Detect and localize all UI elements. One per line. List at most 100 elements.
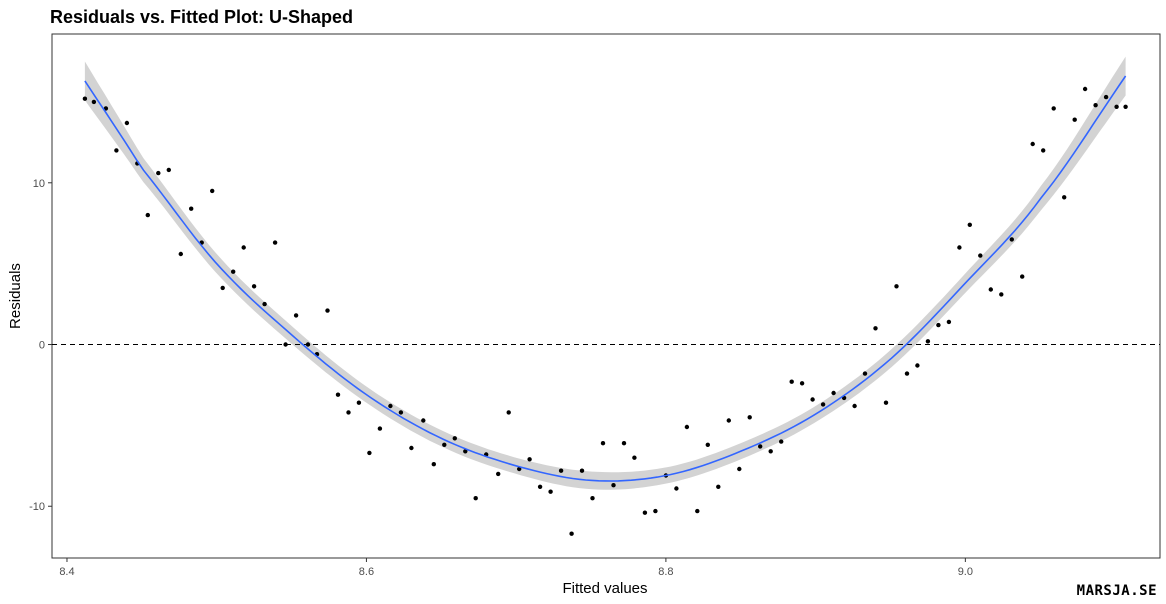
data-point (377, 426, 383, 431)
x-tick-label: 8.6 (359, 566, 374, 578)
data-point (262, 301, 267, 307)
data-point (988, 287, 993, 292)
data-point (178, 251, 183, 257)
data-point (506, 410, 511, 415)
data-point (114, 148, 119, 153)
watermark-text: MARSJA.SE (1077, 583, 1157, 599)
data-point (166, 167, 171, 173)
data-point (1009, 237, 1014, 242)
data-point (124, 120, 130, 126)
data-point (1114, 104, 1119, 110)
data-point (1082, 86, 1088, 92)
data-point (91, 99, 97, 105)
data-point (978, 253, 983, 258)
data-point (356, 400, 362, 405)
data-point (283, 342, 288, 347)
data-point (82, 96, 88, 101)
y-axis-title: Residuals (7, 263, 24, 329)
data-point (452, 436, 457, 441)
data-point (705, 442, 710, 447)
x-tick-label: 8.4 (59, 566, 74, 578)
data-point (768, 449, 773, 454)
data-point (251, 284, 257, 289)
data-point (579, 468, 585, 473)
data-point (862, 371, 868, 376)
data-point (726, 418, 731, 423)
data-point (156, 170, 161, 176)
data-point (621, 441, 627, 446)
confidence-band (84, 56, 1126, 490)
data-point (1051, 106, 1056, 111)
data-point (231, 269, 236, 274)
data-point (421, 418, 426, 423)
data-point (810, 397, 815, 402)
data-point (1030, 141, 1035, 147)
data-point (189, 206, 194, 211)
data-point (632, 455, 637, 460)
y-tick-label: 10 (33, 178, 45, 190)
data-point (517, 466, 522, 472)
data-point (946, 319, 952, 325)
data-point (883, 400, 889, 405)
data-point (398, 410, 404, 415)
plot-panel-border (51, 33, 1161, 559)
data-point (999, 292, 1004, 297)
data-point (758, 444, 763, 449)
data-point (388, 403, 393, 409)
data-point (496, 471, 501, 477)
data-point (367, 450, 372, 456)
data-point (852, 403, 857, 409)
data-point (473, 496, 478, 501)
data-point (558, 468, 564, 473)
data-point (463, 449, 468, 454)
data-point (537, 484, 543, 489)
data-point (103, 106, 109, 111)
data-point (527, 457, 532, 462)
data-point (915, 363, 920, 368)
data-point (145, 212, 150, 218)
x-tick-label: 8.8 (658, 566, 673, 578)
data-point (820, 402, 826, 407)
x-tick-label: 9.0 (958, 566, 973, 578)
smooth-curve (84, 75, 1127, 482)
data-point (653, 508, 658, 514)
data-point (789, 379, 794, 384)
y-tick-label: 0 (39, 340, 45, 352)
data-point (1020, 274, 1025, 279)
data-point (967, 222, 972, 227)
data-point (335, 392, 341, 397)
chart-title: Residuals vs. Fitted Plot: U-Shaped (50, 7, 353, 27)
data-point (442, 442, 447, 447)
data-point (241, 245, 246, 250)
data-point (590, 496, 595, 501)
data-point (293, 313, 299, 318)
data-point (936, 322, 941, 328)
data-point (674, 486, 679, 491)
x-axis-title: Fitted values (562, 580, 647, 597)
data-point (642, 510, 648, 515)
confidence-band-area (84, 56, 1126, 490)
data-point (957, 245, 962, 250)
data-point (799, 381, 805, 386)
y-axis: -10 0 10 (29, 178, 52, 513)
data-point (873, 326, 878, 331)
data-point (569, 531, 574, 536)
data-point (272, 240, 278, 245)
data-point (684, 424, 690, 430)
data-point (1041, 148, 1046, 153)
data-point (695, 508, 700, 514)
y-tick-label: -10 (29, 501, 45, 513)
data-point (894, 284, 899, 289)
data-point (747, 415, 752, 420)
data-point (1103, 94, 1109, 100)
data-point (305, 342, 311, 347)
data-point (904, 371, 910, 376)
data-point (548, 489, 553, 494)
data-point (925, 339, 931, 344)
data-point (220, 285, 225, 291)
data-point (346, 410, 351, 415)
data-point (831, 390, 836, 396)
data-point (716, 484, 721, 489)
data-point (325, 308, 330, 313)
